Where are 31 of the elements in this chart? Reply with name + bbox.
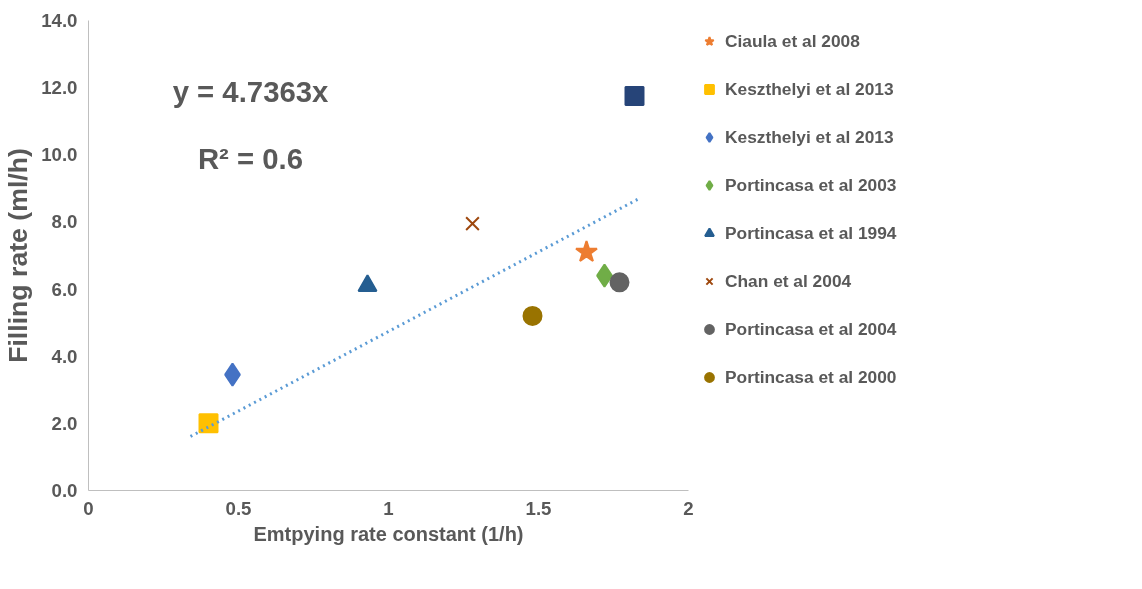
point	[609, 272, 630, 293]
legend-label: Keszthelyi et al 2013	[725, 126, 894, 148]
y-tick-label: 10.0	[41, 144, 78, 166]
x-axis-title: Emtpying rate constant (1/h)	[253, 522, 524, 545]
y-axis-title: Filling rate (ml/h)	[3, 148, 34, 363]
legend-label: Portincasa et al 2000	[725, 366, 897, 388]
point	[465, 216, 480, 231]
y-tick-label: 4.0	[51, 345, 78, 367]
x-tick-label: 0.5	[225, 497, 252, 519]
y-tick-label: 12.0	[41, 77, 78, 99]
legend-label: Portincasa et al 1994	[725, 222, 897, 244]
legend-label: Keszthelyi et al 2013	[725, 78, 894, 100]
x-tick-label: 2	[683, 497, 694, 519]
y-tick-label: 0.0	[51, 480, 78, 501]
point	[624, 86, 645, 107]
y-tick-label: 14.0	[41, 10, 78, 31]
x-tick-label: 1.5	[525, 497, 552, 519]
legend-label: Portincasa et al 2004	[725, 318, 897, 340]
y-tick-label: 6.0	[51, 278, 78, 300]
legend-label: Chan et al 2004	[725, 270, 852, 292]
y-tick-label: 2.0	[51, 412, 78, 434]
x-tick-label: 0	[83, 497, 94, 519]
legend-label: Ciaula et al 2008	[725, 30, 860, 52]
y-tick-label: 8.0	[51, 211, 78, 233]
point	[522, 305, 543, 326]
legend-label: Portincasa et al 2003	[725, 174, 897, 196]
annotation: R² = 0.6	[197, 141, 304, 175]
point	[575, 240, 598, 263]
x-tick-label: 1	[383, 497, 394, 519]
point	[198, 413, 219, 434]
annotation: y = 4.7363x	[172, 74, 330, 108]
